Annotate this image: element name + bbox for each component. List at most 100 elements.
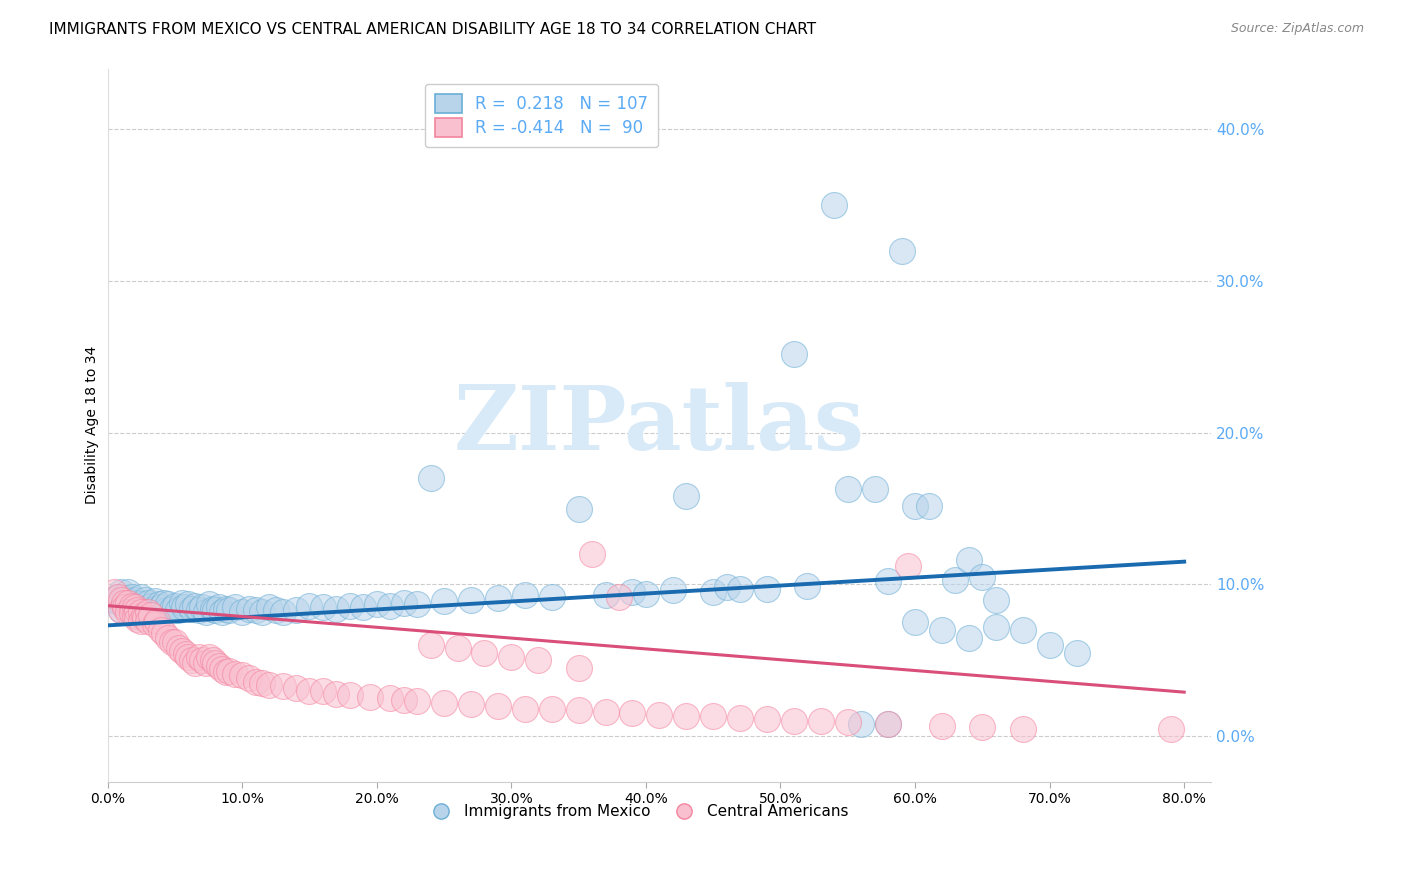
Point [231, 605, 253, 619]
Point [380, 691, 402, 706]
Point [1011, 623, 1033, 637]
Point [460, 698, 482, 712]
Point [501, 650, 523, 665]
Point [124, 607, 146, 622]
Point [124, 600, 146, 615]
Text: ZIPatlas: ZIPatlas [454, 382, 865, 468]
Point [129, 614, 152, 628]
Point [890, 244, 912, 258]
Point [184, 599, 207, 613]
Point [264, 603, 287, 617]
Point [595, 705, 617, 719]
Point [124, 592, 146, 607]
Point [129, 597, 152, 611]
Point [1039, 638, 1062, 652]
Point [110, 592, 132, 607]
Point [174, 647, 197, 661]
Point [285, 603, 308, 617]
Point [150, 600, 173, 615]
Point [150, 623, 173, 637]
Point [143, 594, 166, 608]
Point [153, 596, 176, 610]
Point [143, 616, 166, 631]
Point [103, 592, 125, 607]
Point [419, 471, 441, 485]
Point [218, 603, 240, 617]
Point [146, 614, 169, 628]
Point [406, 694, 429, 708]
Point [728, 711, 751, 725]
Point [177, 650, 200, 665]
Point [837, 482, 859, 496]
Point [157, 631, 180, 645]
Point [148, 597, 170, 611]
Point [245, 674, 267, 689]
Point [211, 605, 233, 619]
Point [460, 592, 482, 607]
Point [380, 599, 402, 613]
Point [194, 657, 217, 671]
Point [134, 592, 156, 607]
Point [194, 605, 217, 619]
Point [957, 553, 980, 567]
Point [675, 709, 697, 723]
Point [972, 720, 994, 734]
Point [117, 592, 139, 607]
Point [339, 599, 361, 613]
Point [823, 198, 845, 212]
Point [837, 715, 859, 730]
Point [197, 650, 219, 665]
Point [568, 661, 591, 675]
Point [238, 601, 260, 615]
Point [931, 718, 953, 732]
Point [160, 601, 183, 615]
Point [984, 620, 1007, 634]
Point [215, 601, 238, 615]
Point [568, 501, 591, 516]
Point [188, 603, 211, 617]
Y-axis label: Disability Age 18 to 34: Disability Age 18 to 34 [86, 346, 100, 504]
Point [486, 698, 509, 713]
Point [208, 600, 231, 615]
Point [201, 653, 224, 667]
Point [136, 603, 159, 617]
Point [110, 596, 132, 610]
Point [810, 714, 832, 728]
Point [271, 679, 294, 693]
Point [877, 717, 900, 731]
Point [204, 657, 226, 671]
Point [121, 605, 143, 619]
Point [257, 677, 280, 691]
Point [114, 597, 136, 611]
Text: IMMIGRANTS FROM MEXICO VS CENTRAL AMERICAN DISABILITY AGE 18 TO 34 CORRELATION C: IMMIGRANTS FROM MEXICO VS CENTRAL AMERIC… [49, 22, 817, 37]
Point [181, 601, 204, 615]
Point [107, 590, 129, 604]
Point [1160, 722, 1182, 736]
Point [238, 672, 260, 686]
Point [208, 659, 231, 673]
Point [1011, 722, 1033, 736]
Point [945, 573, 967, 587]
Point [325, 687, 347, 701]
Point [897, 559, 920, 574]
Point [527, 653, 550, 667]
Point [121, 599, 143, 613]
Legend: Immigrants from Mexico, Central Americans: Immigrants from Mexico, Central American… [420, 798, 855, 825]
Point [1066, 646, 1088, 660]
Point [716, 581, 738, 595]
Point [163, 635, 186, 649]
Point [984, 592, 1007, 607]
Point [136, 596, 159, 610]
Point [796, 579, 818, 593]
Point [163, 599, 186, 613]
Point [433, 594, 456, 608]
Point [595, 588, 617, 602]
Point [359, 690, 381, 704]
Point [132, 601, 155, 615]
Point [139, 607, 162, 622]
Point [128, 599, 150, 613]
Text: Source: ZipAtlas.com: Source: ZipAtlas.com [1230, 22, 1364, 36]
Point [756, 582, 779, 596]
Point [184, 657, 207, 671]
Point [107, 590, 129, 604]
